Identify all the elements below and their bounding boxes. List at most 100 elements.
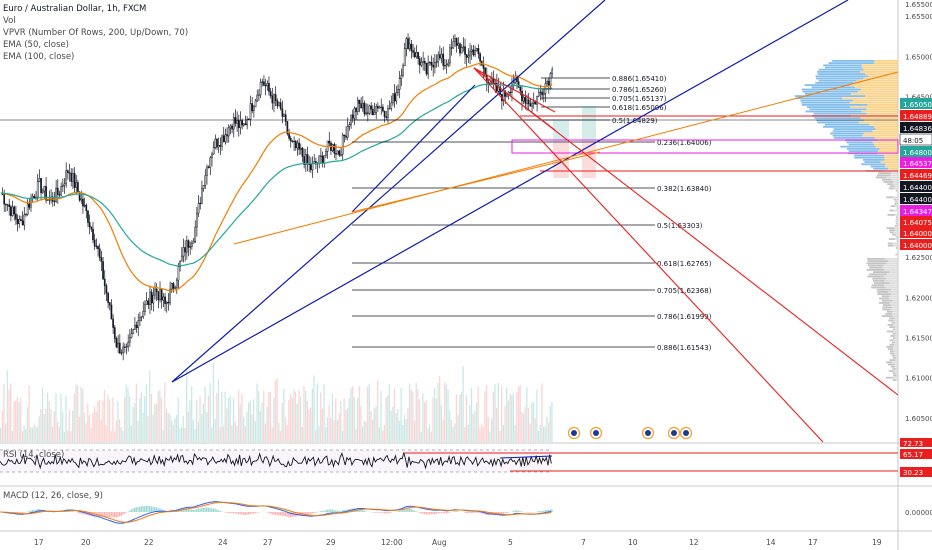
vpvr-row-up (817, 73, 866, 75)
candle-body (226, 134, 228, 137)
price-axis-tick: 1.64500 (905, 93, 932, 101)
vpvr-row-up (881, 299, 893, 302)
macd-histogram-bar (219, 511, 221, 512)
candle-body (472, 49, 475, 56)
volume-bar (380, 390, 382, 442)
volume-bar (46, 392, 49, 442)
vpvr-row-up (889, 359, 896, 361)
vpvr-row-up (886, 330, 894, 333)
candle-body (41, 190, 44, 194)
macd-histogram-bar (30, 510, 32, 512)
vpvr-row-up (867, 258, 885, 260)
volume-bar (214, 418, 216, 442)
candle-body (539, 91, 542, 93)
candle-body (392, 93, 394, 104)
vpvr-row-up (875, 176, 887, 179)
volume-bar (266, 406, 268, 442)
candle-body (134, 324, 136, 330)
candle-body (25, 214, 27, 216)
candle-body (63, 183, 66, 186)
fib-level-label: 0.236(1.64006) (657, 139, 712, 147)
macd-histogram-bar (254, 512, 256, 514)
macd-histogram-bar (335, 510, 337, 512)
volume-indicator-label[interactable]: Vol (3, 16, 16, 26)
candle-body (321, 155, 324, 164)
volume-bar (360, 405, 362, 442)
vpvr-row-up (893, 374, 897, 377)
volume-bar (21, 431, 24, 442)
candle-body (360, 103, 362, 109)
vpvr-row-down (888, 291, 898, 293)
volume-bar (464, 427, 466, 442)
candle-body (103, 278, 106, 287)
candle-body (408, 43, 411, 49)
candle-body (145, 300, 148, 305)
vpvr-row-up (889, 185, 896, 188)
candle-body (460, 47, 463, 54)
macd-histogram-bar (449, 512, 451, 513)
candle-body (283, 114, 285, 117)
vpvr-row-down (886, 176, 898, 179)
macd-histogram-bar (216, 509, 218, 512)
vpvr-row-up (868, 264, 884, 267)
candle-body (496, 82, 498, 92)
symbol-title[interactable]: Euro / Australian Dollar, 1h, FXCM (3, 4, 147, 14)
vpvr-row-down (891, 178, 898, 181)
candle-body (293, 140, 295, 143)
vpvr-row-up (892, 357, 897, 359)
candle-body (165, 301, 168, 305)
candle-body (450, 47, 453, 49)
vpvr-row-down (893, 187, 898, 190)
volume-bar (415, 382, 417, 442)
volume-bar (63, 431, 65, 442)
volume-bar (372, 419, 374, 442)
vpvr-row-down (861, 64, 898, 67)
macd-histogram-bar (149, 505, 151, 512)
vpvr-row-down (896, 222, 898, 225)
macd-histogram-bar (115, 512, 117, 518)
candle-body (504, 90, 507, 97)
candle-body (547, 81, 550, 86)
ema100-indicator-label[interactable]: EMA (100, close) (3, 52, 75, 62)
candle-body (253, 106, 255, 112)
candle-body (204, 175, 207, 186)
ema50-indicator-label[interactable]: EMA (50, close) (3, 40, 69, 50)
volume-bar (149, 370, 151, 442)
macd-histogram-bar (105, 512, 107, 518)
vpvr-row-up (890, 365, 896, 368)
volume-bar (542, 426, 545, 442)
candle-body (281, 108, 284, 117)
candle-body (340, 153, 342, 156)
candle-body (382, 106, 384, 112)
macd-histogram-bar (447, 512, 449, 514)
vpvr-row-up (813, 112, 867, 115)
candle-body (375, 105, 378, 113)
vpvr-indicator-label[interactable]: VPVR (Number Of Rows, 200, Up/Down, 70) (3, 28, 189, 38)
candle-body (387, 108, 389, 118)
volume-bar (418, 399, 421, 442)
time-axis-tick: 12 (689, 538, 699, 547)
volume-bar (162, 429, 164, 442)
vpvr-row-down (893, 196, 898, 199)
macd-histogram-bar (278, 512, 280, 516)
vpvr-row-down (897, 207, 898, 210)
candle-body (160, 289, 163, 301)
candle-body (378, 106, 381, 109)
candle-body (231, 125, 233, 130)
blue-trend-line (171, 0, 849, 383)
candle-body (184, 247, 187, 253)
vpvr-row-down (892, 244, 898, 247)
macd-histogram-bar (229, 512, 231, 513)
vpvr-row-down (893, 324, 898, 326)
volume-bar (73, 393, 76, 442)
macd-pane-label[interactable]: MACD (12, 26, close, 9) (3, 491, 103, 501)
rsi-pane-label[interactable]: RSI (14, close) (3, 450, 65, 460)
candle-body (397, 89, 399, 93)
macd-histogram-bar (390, 512, 392, 513)
vpvr-row-down (891, 288, 898, 291)
vpvr-row-down (896, 332, 898, 335)
vpvr-row-up (873, 271, 890, 273)
volume-bar (256, 383, 258, 442)
